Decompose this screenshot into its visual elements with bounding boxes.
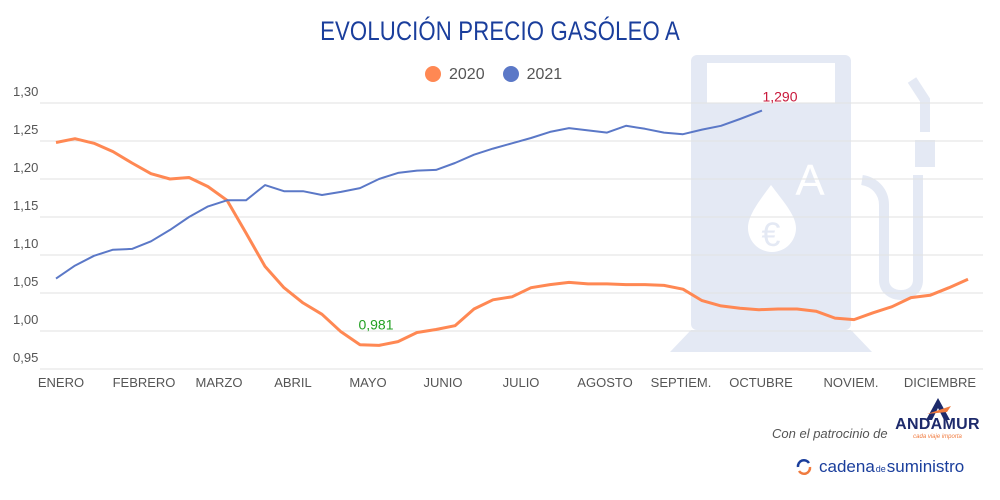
data-label: 1,290 <box>762 89 797 105</box>
legend-dot-2020 <box>425 66 441 82</box>
legend-label: 2020 <box>449 66 485 83</box>
logo-text: de <box>875 464 886 474</box>
cadena-suministro-logo: cadena de suministro <box>795 457 964 477</box>
y-tick-label: 0,95 <box>13 350 38 365</box>
x-tick-label: MARZO <box>196 375 243 390</box>
x-tick-label: NOVIEM. <box>824 375 879 390</box>
series-line-2020 <box>55 137 969 347</box>
andamur-name: ANDAMUR <box>895 416 980 433</box>
svg-text:€: € <box>762 216 781 254</box>
andamur-logo: ANDAMUR cada viaje importa <box>895 398 980 440</box>
x-tick-label: JUNIO <box>424 375 463 390</box>
series-lines <box>55 109 969 347</box>
andamur-a-icon <box>926 398 951 420</box>
x-tick-label: MAYO <box>349 375 386 390</box>
sync-arrows-icon <box>796 459 812 475</box>
sponsor-text: Con el patrocinio de <box>772 426 888 441</box>
andamur-tagline: cada viaje importa <box>913 434 962 440</box>
x-axis: ENERO FEBRERO MARZO ABRIL MAYO JUNIO JULIO AGOS… <box>38 375 977 390</box>
series-line-2021 <box>55 109 763 280</box>
x-tick-label: ENERO <box>38 375 84 390</box>
y-tick-label: 1,15 <box>13 198 38 213</box>
svg-text:A: A <box>795 156 825 205</box>
y-tick-label: 1,30 <box>13 84 38 99</box>
x-tick-label: ABRIL <box>274 375 312 390</box>
annotations: 0,981 1,290 <box>358 89 797 333</box>
x-tick-label: OCTUBRE <box>729 375 793 390</box>
y-tick-label: 1,00 <box>13 312 38 327</box>
y-axis: 1,30 1,25 1,20 1,15 1,10 1,05 1,00 0,95 <box>13 84 38 365</box>
legend-dot-2021 <box>502 66 519 82</box>
x-tick-label: AGOSTO <box>577 375 632 390</box>
gridlines <box>40 102 983 370</box>
y-tick-label: 1,05 <box>13 274 38 289</box>
fuel-pump-watermark-icon: €A <box>670 55 935 352</box>
legend: 2020 2021 <box>425 66 562 84</box>
logo-text: cadena <box>819 457 875 476</box>
x-tick-label: DICIEMBRE <box>904 375 977 390</box>
y-tick-label: 1,10 <box>13 236 38 251</box>
x-tick-label: FEBRERO <box>113 375 176 390</box>
x-tick-label: JULIO <box>503 375 540 390</box>
x-tick-label: SEPTIEM. <box>651 375 712 390</box>
legend-item-2020[interactable]: 2020 <box>425 66 485 84</box>
data-label: 0,981 <box>358 316 393 332</box>
y-tick-label: 1,25 <box>13 122 38 137</box>
chart-title: EVOLUCIÓN PRECIO GASÓLEO A <box>320 16 680 46</box>
y-tick-label: 1,20 <box>13 160 38 175</box>
legend-item-2021[interactable]: 2021 <box>502 66 563 84</box>
legend-label: 2021 <box>526 66 563 83</box>
logo-text: suministro <box>886 457 965 476</box>
